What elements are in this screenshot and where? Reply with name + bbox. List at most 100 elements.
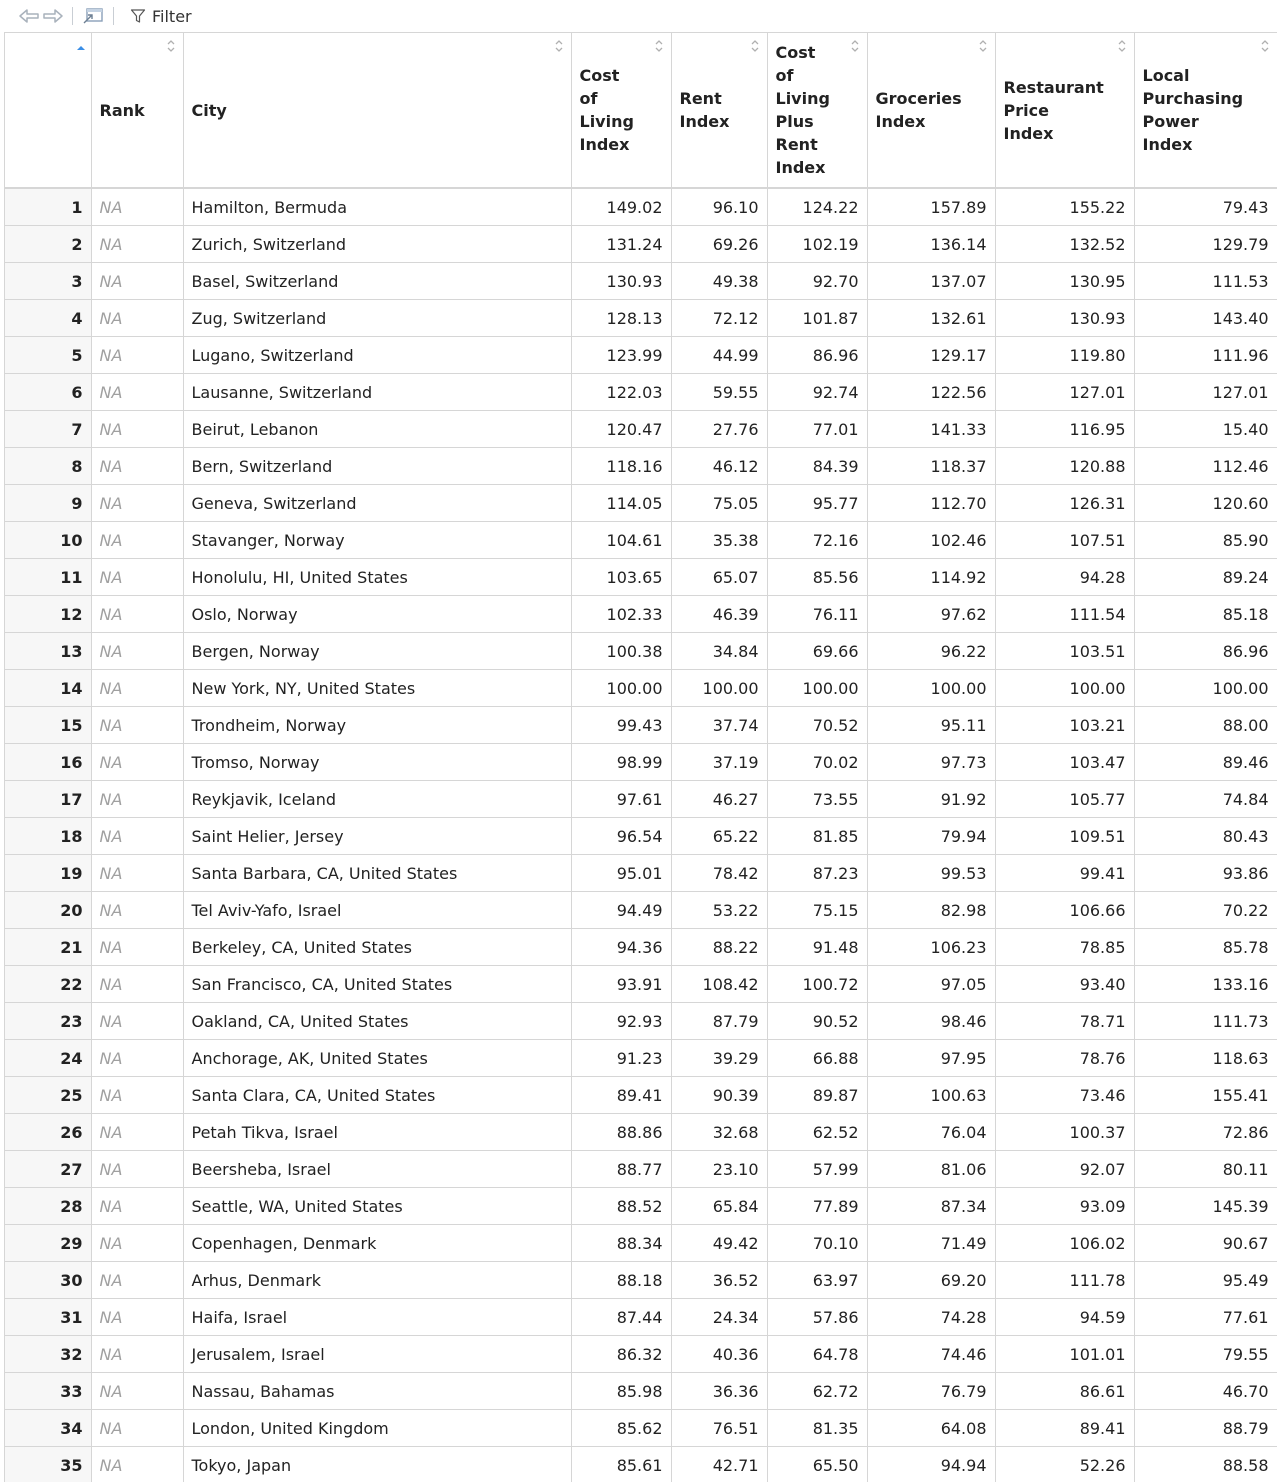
cell-rank: NA (91, 892, 183, 929)
column-header-rank[interactable]: Rank (91, 33, 183, 188)
cell-col-plus-rent: 77.01 (767, 411, 867, 448)
cell-col-plus-rent: 75.15 (767, 892, 867, 929)
cell-index: 12 (5, 596, 91, 633)
cell-cost-of-living: 88.86 (571, 1114, 671, 1151)
cell-groceries: 76.04 (867, 1114, 995, 1151)
cell-col-plus-rent: 81.85 (767, 818, 867, 855)
cell-cost-of-living: 95.01 (571, 855, 671, 892)
column-header-label: Rent Index (680, 89, 730, 131)
cell-cost-of-living: 149.02 (571, 188, 671, 226)
cell-groceries: 71.49 (867, 1225, 995, 1262)
cell-index: 6 (5, 374, 91, 411)
cell-restaurant-price: 78.85 (995, 929, 1134, 966)
cell-rent: 35.38 (671, 522, 767, 559)
cell-restaurant-price: 94.28 (995, 559, 1134, 596)
cell-rent: 53.22 (671, 892, 767, 929)
filter-button[interactable]: Filter (130, 7, 192, 26)
cell-cost-of-living: 103.65 (571, 559, 671, 596)
sort-icon (555, 39, 563, 53)
cell-cost-of-living: 98.99 (571, 744, 671, 781)
cell-purchasing-power: 133.16 (1134, 966, 1277, 1003)
column-header-label-line: Restaurant (1004, 78, 1104, 97)
cell-restaurant-price: 100.37 (995, 1114, 1134, 1151)
back-arrow-icon[interactable] (18, 7, 40, 25)
column-header-label-line: Index (680, 112, 730, 131)
cell-groceries: 98.46 (867, 1003, 995, 1040)
cell-cost-of-living: 97.61 (571, 781, 671, 818)
cell-col-plus-rent: 102.19 (767, 226, 867, 263)
cell-groceries: 96.22 (867, 633, 995, 670)
forward-arrow-icon[interactable] (42, 7, 64, 25)
column-header-index[interactable] (5, 33, 91, 188)
cell-index: 20 (5, 892, 91, 929)
sort-icon (1261, 39, 1269, 53)
cell-cost-of-living: 89.41 (571, 1077, 671, 1114)
cell-groceries: 106.23 (867, 929, 995, 966)
cell-cost-of-living: 99.43 (571, 707, 671, 744)
cell-purchasing-power: 70.22 (1134, 892, 1277, 929)
cell-purchasing-power: 145.39 (1134, 1188, 1277, 1225)
cell-rank: NA (91, 1447, 183, 1482)
cell-col-plus-rent: 70.02 (767, 744, 867, 781)
cell-index: 4 (5, 300, 91, 337)
cell-rank: NA (91, 707, 183, 744)
cell-cost-of-living: 131.24 (571, 226, 671, 263)
cell-restaurant-price: 120.88 (995, 448, 1134, 485)
cell-index: 14 (5, 670, 91, 707)
cell-rank: NA (91, 559, 183, 596)
cell-rent: 87.79 (671, 1003, 767, 1040)
cell-restaurant-price: 100.00 (995, 670, 1134, 707)
cell-col-plus-rent: 100.00 (767, 670, 867, 707)
cell-index: 1 (5, 188, 91, 226)
column-header-label-line: Rent (680, 89, 722, 108)
column-header-rent[interactable]: Rent Index (671, 33, 767, 188)
column-header-city[interactable]: City (183, 33, 571, 188)
popout-window-icon[interactable] (81, 6, 105, 26)
cell-rank: NA (91, 1373, 183, 1410)
cell-col-plus-rent: 70.10 (767, 1225, 867, 1262)
column-header-label-line: Power (1143, 112, 1199, 131)
